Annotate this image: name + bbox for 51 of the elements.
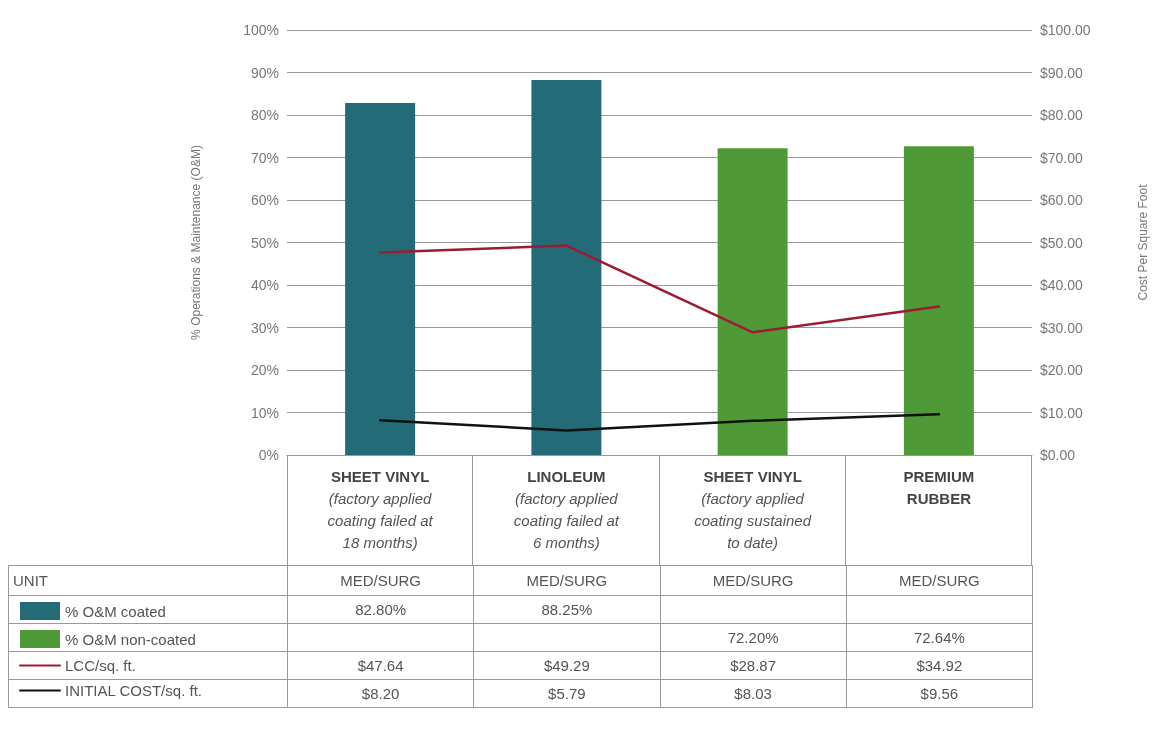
y2-axis-title: Cost Per Square Foot xyxy=(1136,183,1150,301)
y-tick-label: 30% xyxy=(250,319,279,336)
data-label: $34.92 xyxy=(846,651,1033,680)
data-label: $28.87 xyxy=(660,651,847,680)
y-tick-label: 100% xyxy=(243,22,279,38)
data-label: $9.56 xyxy=(846,679,1033,708)
y2-tick-label: $40.00 xyxy=(1040,277,1084,293)
x-tick-label: SHEET VINYL (factory applied coating failed at 18 months) xyxy=(327,467,434,551)
y-tick-label: 60% xyxy=(250,192,279,208)
data-label: $8.03 xyxy=(660,679,847,708)
y-tick-label: 80% xyxy=(250,107,279,123)
x-tick-label: PREMIUM RUBBER xyxy=(903,467,975,507)
y2-tick-label: $20.00 xyxy=(1040,362,1084,378)
y-tick-label: 90% xyxy=(250,64,279,81)
y2-tick-label: $30.00 xyxy=(1040,319,1084,336)
data-label: 72.64% xyxy=(846,623,1033,652)
data-label: $47.64 xyxy=(287,651,474,680)
y-tick-label: 0% xyxy=(258,447,279,463)
y2-tick-label: $80.00 xyxy=(1040,107,1084,123)
text: MED/SURG xyxy=(287,565,474,596)
line-series xyxy=(378,244,941,334)
data-label: 72.20% xyxy=(660,623,847,652)
y2-tick-label: $100.00 xyxy=(1040,22,1091,38)
y-tick-label: 10% xyxy=(250,404,279,421)
data-label: 82.80% xyxy=(287,595,474,624)
data-label: 88.25% xyxy=(473,595,660,624)
y2-tick-label: $90.00 xyxy=(1040,64,1084,81)
text: MED/SURG xyxy=(660,565,847,596)
y2-tick-label: $0.00 xyxy=(1040,447,1076,463)
y-tick-label: 40% xyxy=(250,277,279,293)
y2-tick-label: $10.00 xyxy=(1040,404,1084,421)
legend-label: % O&M coated xyxy=(65,602,166,620)
data-label: $5.79 xyxy=(473,679,660,708)
text: UNIT xyxy=(8,565,288,596)
y-tick-label: 50% xyxy=(250,234,279,251)
y2-tick-label: $60.00 xyxy=(1040,192,1084,208)
legend-label: % O&M non-coated xyxy=(65,630,196,648)
y2-tick-label: $70.00 xyxy=(1040,149,1084,166)
data-label: $49.29 xyxy=(473,651,660,680)
line-series xyxy=(378,413,941,432)
text: MED/SURG xyxy=(473,565,660,596)
legend-label: INITIAL COST/sq. ft. xyxy=(65,682,202,699)
text: MED/SURG xyxy=(846,565,1033,596)
y-axis-title: % Operations & Maintenance (O&M) xyxy=(189,145,203,340)
y-tick-label: 70% xyxy=(250,149,279,166)
y-tick-label: 20% xyxy=(250,362,279,378)
legend-label: LCC/sq. ft. xyxy=(65,657,136,674)
data-label: $8.20 xyxy=(287,679,474,708)
x-tick-label: LINOLEUM (factory applied coating failed at 6 months) xyxy=(513,467,620,551)
y2-tick-label: $50.00 xyxy=(1040,234,1084,251)
x-tick-label: SHEET VINYL (factory applied coating sustained to date) xyxy=(694,467,812,551)
